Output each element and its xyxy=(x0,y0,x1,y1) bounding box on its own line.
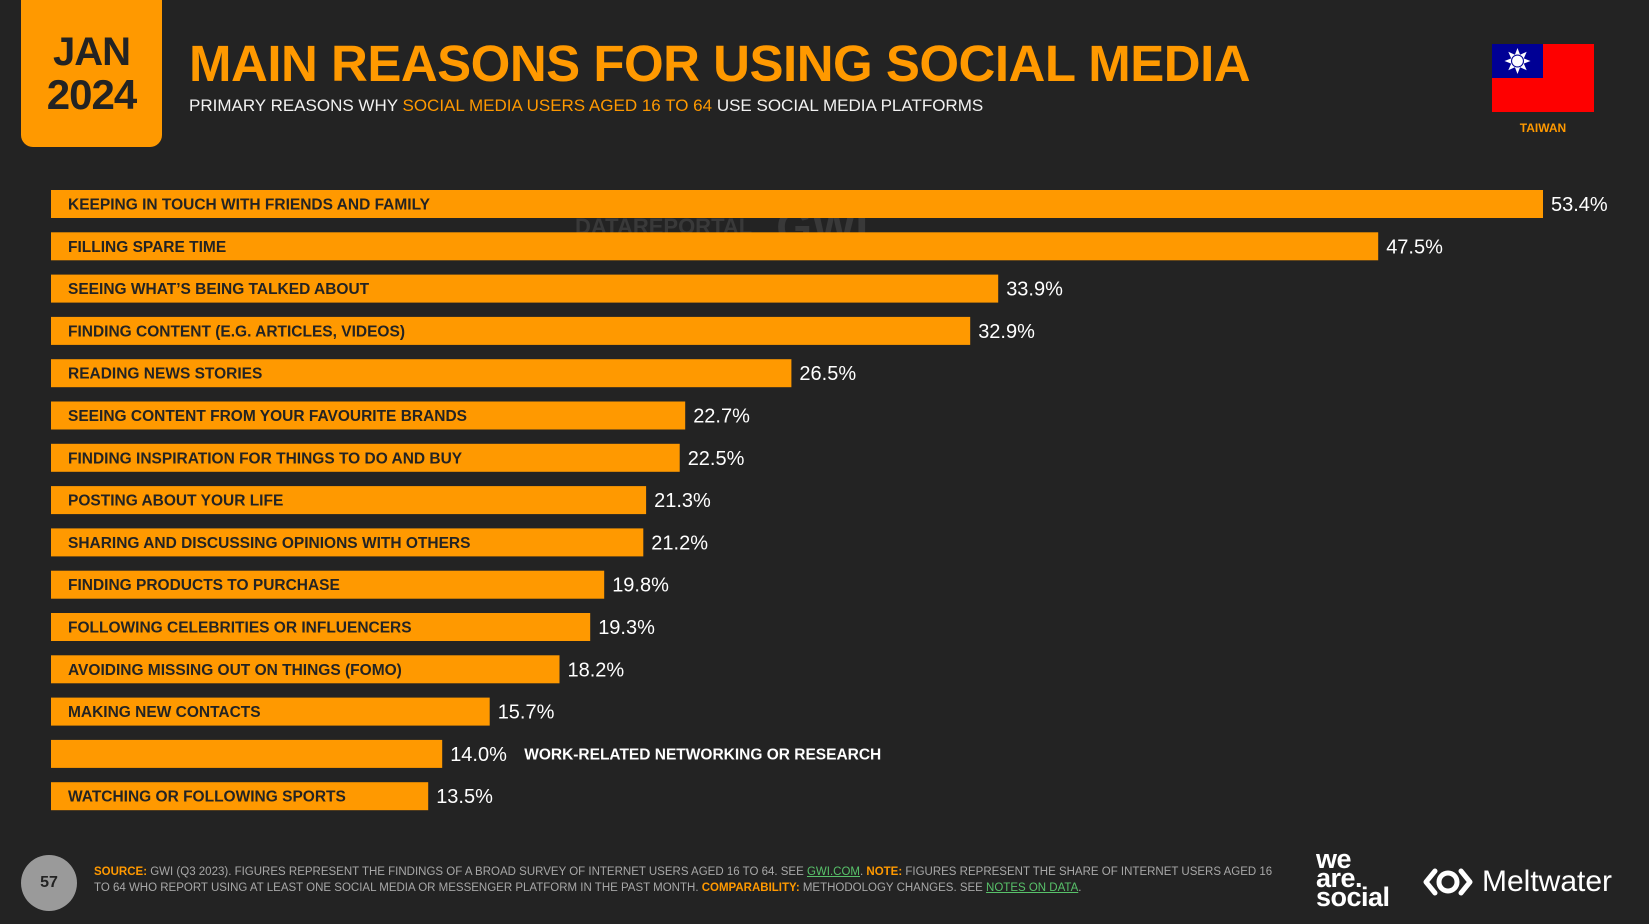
bar-15 xyxy=(51,782,429,811)
bar-13 xyxy=(51,697,490,726)
we-are-social-logo: we are. social xyxy=(1316,844,1390,912)
value-label-6: 22.7% xyxy=(693,406,750,428)
value-label-12: 18.2% xyxy=(568,659,625,681)
category-label-10: FINDING PRODUCTS TO PURCHASE xyxy=(68,577,340,594)
value-label-9: 21.2% xyxy=(651,532,708,554)
subtitle-pre: PRIMARY REASONS WHY xyxy=(189,96,403,115)
category-label-7: FINDING INSPIRATION FOR THINGS TO DO AND… xyxy=(68,450,463,467)
value-label-8: 21.3% xyxy=(654,490,711,512)
bar-5 xyxy=(51,359,792,388)
subtitle-post: USE SOCIAL MEDIA PLATFORMS xyxy=(712,96,984,115)
date-badge: JAN 2024 xyxy=(21,0,162,147)
bar-7 xyxy=(51,443,680,472)
category-label-15: WATCHING OR FOLLOWING SPORTS xyxy=(68,789,346,806)
category-label-5: READING NEWS STORIES xyxy=(68,366,262,383)
category-label-13: MAKING NEW CONTACTS xyxy=(68,704,261,721)
gwi-link[interactable]: GWI.COM xyxy=(806,866,860,878)
category-label-6: SEEING CONTENT FROM YOUR FAVOURITE BRAND… xyxy=(68,408,467,425)
bar-11 xyxy=(51,613,591,641)
footer-notes: SOURCE: GWI (Q3 2023). FIGURES REPRESENT… xyxy=(94,866,1273,894)
category-label-12: AVOIDING MISSING OUT ON THINGS (FOMO) xyxy=(68,662,402,679)
note-label: NOTE: xyxy=(866,866,903,878)
country-label: TAIWAN xyxy=(1519,121,1567,135)
bar-9 xyxy=(51,528,644,557)
category-label-14: WORK-RELATED NETWORKING OR RESEARCH xyxy=(524,746,881,763)
value-label-14: 14.0% xyxy=(450,744,507,766)
value-label-7: 22.5% xyxy=(688,448,745,470)
meltwater-logo: Meltwater xyxy=(1420,865,1612,899)
category-label-8: POSTING ABOUT YOUR LIFE xyxy=(68,493,283,510)
value-label-11: 19.3% xyxy=(598,617,655,639)
source-label: SOURCE: xyxy=(94,866,148,878)
value-label-4: 32.9% xyxy=(978,321,1035,343)
category-label-9: SHARING AND DISCUSSING OPINIONS WITH OTH… xyxy=(68,535,470,552)
value-label-2: 47.5% xyxy=(1386,236,1443,258)
brand-line-1: we xyxy=(1316,844,1352,874)
page-number: 57 xyxy=(21,855,77,911)
notes-on-data-link[interactable]: NOTES ON DATA xyxy=(986,882,1079,894)
category-label-2: FILLING SPARE TIME xyxy=(68,239,226,256)
taiwan-flag-icon xyxy=(1492,44,1594,112)
bar-1 xyxy=(51,190,1543,218)
bar-12 xyxy=(51,655,560,684)
category-label-4: FINDING CONTENT (E.G. ARTICLES, VIDEOS) xyxy=(68,323,405,340)
bar-2 xyxy=(51,232,1379,261)
value-label-15: 13.5% xyxy=(436,786,493,808)
brand-line-3: social xyxy=(1316,882,1390,912)
note-text: FIGURES REPRESENT THE SHARE OF INTERNET … xyxy=(94,866,1273,894)
value-label-1: 53.4% xyxy=(1551,194,1608,216)
category-label-11: FOLLOWING CELEBRITIES OR INFLUENCERS xyxy=(68,620,412,637)
source-text: GWI (Q3 2023). FIGURES REPRESENT THE FIN… xyxy=(147,866,807,878)
bar-10 xyxy=(51,570,605,599)
date-year: 2024 xyxy=(46,70,137,118)
bar-3 xyxy=(51,274,999,303)
bar-8 xyxy=(51,486,647,515)
value-label-3: 33.9% xyxy=(1006,279,1063,301)
value-label-5: 26.5% xyxy=(799,363,856,385)
value-label-13: 15.7% xyxy=(498,702,555,724)
subtitle-highlight: SOCIAL MEDIA USERS AGED 16 TO 64 xyxy=(402,96,713,115)
brand-line-2: are. xyxy=(1316,863,1363,893)
category-label-3: SEEING WHAT’S BEING TALKED ABOUT xyxy=(68,281,370,298)
page-subtitle: PRIMARY REASONS WHY SOCIAL MEDIA USERS A… xyxy=(189,96,983,116)
meltwater-wordmark: Meltwater xyxy=(1482,865,1613,898)
category-label-1: KEEPING IN TOUCH WITH FRIENDS AND FAMILY xyxy=(68,197,431,214)
meltwater-icon xyxy=(1423,868,1473,896)
page-title: MAIN REASONS FOR USING SOCIAL MEDIA xyxy=(189,35,1251,92)
comparability-label: COMPARABILITY: xyxy=(701,882,800,894)
bar-14 xyxy=(51,739,443,768)
date-month: JAN xyxy=(52,29,131,74)
value-label-10: 19.8% xyxy=(612,575,669,597)
comparability-text: METHODOLOGY CHANGES. SEE xyxy=(799,882,987,894)
bar-6 xyxy=(51,401,686,430)
bar-4 xyxy=(51,316,971,345)
